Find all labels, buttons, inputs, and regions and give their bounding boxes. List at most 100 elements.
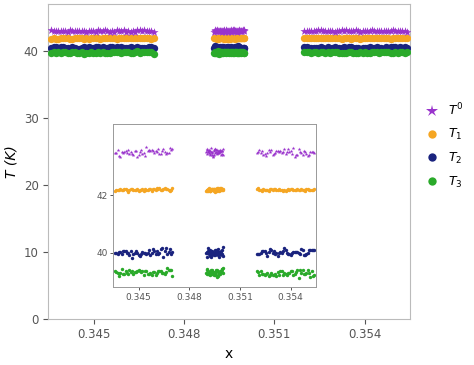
Point	[106, 35, 113, 41]
Point	[213, 45, 220, 50]
Point	[368, 49, 376, 55]
Point	[210, 35, 218, 41]
Point	[380, 46, 387, 51]
Point	[322, 28, 329, 34]
Point	[356, 46, 364, 52]
Point	[69, 50, 76, 55]
Point	[226, 36, 234, 42]
Point	[80, 36, 88, 42]
Point	[115, 49, 123, 55]
Point	[310, 28, 318, 34]
Point	[305, 45, 313, 51]
Point	[235, 27, 243, 33]
Point	[227, 45, 234, 51]
Point	[322, 35, 329, 41]
Point	[375, 28, 383, 34]
Point	[124, 49, 132, 55]
Point	[317, 35, 325, 41]
Point	[134, 44, 141, 50]
Point	[331, 49, 338, 55]
Point	[233, 44, 240, 50]
Point	[317, 45, 325, 50]
Point	[401, 28, 409, 34]
Point	[115, 28, 123, 34]
Point	[382, 49, 390, 55]
Point	[122, 49, 130, 55]
Point	[347, 28, 355, 34]
Point	[50, 28, 57, 34]
Point	[364, 50, 371, 55]
Point	[217, 35, 224, 41]
Point	[87, 45, 95, 51]
Point	[228, 27, 235, 33]
Point	[214, 36, 221, 42]
Point	[136, 50, 144, 55]
Point	[401, 35, 409, 41]
Point	[122, 35, 130, 41]
Point	[350, 45, 357, 51]
Point	[225, 46, 233, 51]
Point	[389, 27, 397, 33]
Point	[238, 49, 246, 55]
Point	[310, 35, 318, 41]
Point	[219, 50, 227, 56]
Point	[340, 50, 348, 56]
Point	[57, 28, 64, 34]
Point	[399, 35, 406, 41]
Point	[75, 28, 83, 34]
Point	[345, 28, 353, 34]
Point	[359, 28, 366, 34]
Point	[127, 44, 134, 50]
Point	[371, 49, 378, 55]
Point	[368, 27, 376, 33]
Point	[228, 49, 235, 55]
Point	[231, 45, 239, 50]
Point	[345, 49, 353, 54]
Point	[235, 44, 243, 50]
Point	[106, 29, 113, 35]
Point	[113, 49, 120, 55]
Point	[352, 27, 359, 33]
Point	[138, 35, 146, 41]
Point	[214, 27, 221, 33]
Point	[333, 28, 341, 34]
Point	[228, 45, 236, 51]
Point	[345, 45, 353, 50]
Point	[240, 45, 247, 51]
Point	[110, 45, 118, 51]
Point	[356, 50, 364, 55]
Point	[361, 35, 369, 41]
Point	[215, 35, 223, 41]
Point	[235, 50, 243, 55]
Point	[356, 29, 364, 35]
Point	[220, 45, 228, 51]
Point	[225, 35, 232, 41]
Point	[231, 49, 238, 55]
Point	[368, 35, 376, 41]
Point	[213, 50, 220, 55]
Point	[134, 49, 141, 54]
Point	[73, 35, 81, 41]
Point	[212, 28, 220, 34]
Point	[237, 28, 245, 34]
Point	[240, 35, 248, 41]
Point	[338, 36, 346, 42]
Point	[319, 50, 327, 55]
Point	[85, 45, 92, 50]
Point	[396, 49, 404, 55]
Point	[305, 28, 313, 34]
Point	[226, 49, 234, 55]
Point	[124, 28, 132, 34]
Point	[129, 45, 137, 51]
Point	[85, 28, 92, 34]
Point	[57, 50, 64, 55]
Point	[384, 49, 392, 55]
Point	[55, 28, 62, 34]
Point	[315, 27, 322, 32]
Point	[312, 28, 320, 34]
Point	[223, 46, 230, 51]
Point	[240, 50, 247, 55]
Point	[214, 49, 222, 54]
Point	[87, 49, 95, 55]
Point	[394, 35, 401, 41]
